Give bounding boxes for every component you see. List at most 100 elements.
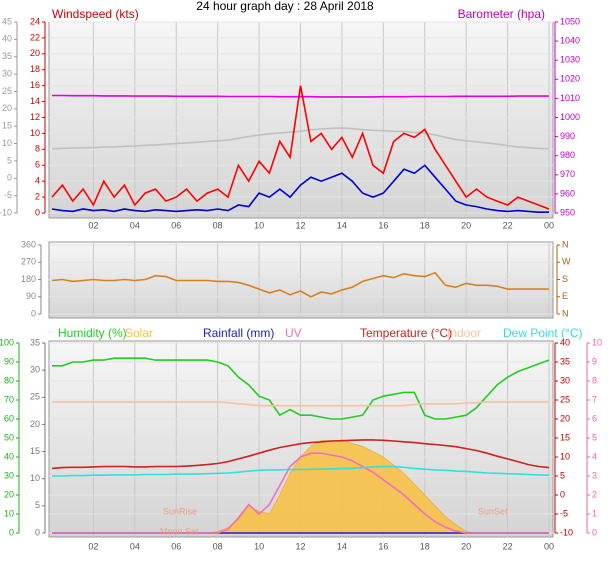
y-tick-label: E [562, 291, 568, 301]
annotation: SunSet [478, 506, 508, 516]
line [51, 127, 550, 150]
x-tick-label: 02 [88, 541, 98, 551]
y-tick-label: 1 [592, 508, 597, 518]
x-tick-label: 20 [461, 220, 471, 230]
y-tick-label: 15 [560, 432, 570, 442]
line [51, 164, 549, 213]
y-tick-label: 40 [2, 34, 12, 44]
y-tick-label: 0 [560, 489, 565, 499]
x-tick-label: 06 [171, 220, 181, 230]
y-tick-label: 6 [35, 160, 40, 170]
x-tick-label: 04 [130, 541, 140, 551]
y-tick-label: 0 [9, 527, 14, 537]
y-tick-label: 1050 [560, 16, 580, 26]
y-tick-label: 25 [560, 394, 570, 404]
y-tick-label: 45 [2, 16, 12, 26]
y-tick-label: 5 [35, 500, 40, 510]
y-tick-label: S [562, 274, 568, 284]
y-tick-label: 25 [2, 86, 12, 96]
y-tick-label: 270 [21, 257, 36, 267]
y-tick-label: 1030 [560, 55, 580, 65]
y-tick-label: 980 [560, 150, 575, 160]
line [52, 452, 549, 534]
y-tick-label: 30 [560, 375, 570, 385]
y-tick-label: 0 [7, 173, 12, 183]
y-tick-label: 18 [30, 64, 40, 74]
y-tick-label: 35 [560, 356, 570, 366]
legend-label: Rainfall (mm) [203, 326, 274, 340]
line [52, 357, 550, 420]
x-tick-label: 14 [337, 220, 347, 230]
y-tick-label: 10 [30, 128, 40, 138]
legend-label: Solar [125, 326, 153, 340]
x-tick-label: 10 [254, 220, 264, 230]
y-tick-label: 0 [35, 207, 40, 217]
legend-label: Dew Point (°C) [503, 326, 582, 340]
y-tick-label: 35 [2, 51, 12, 61]
y-tick-label: 10 [4, 508, 14, 518]
y-tick-label: 20 [2, 103, 12, 113]
line [51, 271, 549, 298]
y-tick-label: 1000 [560, 112, 580, 122]
y-tick-label: 60 [4, 413, 14, 423]
y-tick-label: 960 [560, 188, 575, 198]
y-tick-label: 40 [560, 337, 570, 347]
y-tick-label: 10 [592, 337, 602, 347]
x-tick-label: 18 [420, 541, 430, 551]
y-tick-label: 0 [35, 527, 40, 537]
x-tick-label: 18 [420, 220, 430, 230]
y-tick-label: -10 [0, 207, 12, 217]
y-tick-label: 30 [2, 68, 12, 78]
y-tick-label: 1010 [560, 93, 580, 103]
y-tick-label: 20 [4, 489, 14, 499]
x-tick-label: 00 [544, 220, 554, 230]
y-tick-label: 90 [26, 291, 36, 301]
x-tick-label: 20 [461, 541, 471, 551]
y-tick-label: 5 [7, 155, 12, 165]
line [51, 85, 550, 210]
line [52, 401, 549, 407]
y-tick-label: 360 [21, 239, 36, 249]
y-tick-label: -10 [560, 527, 573, 537]
y-tick-label: 4 [35, 176, 40, 186]
chart-title: 24 hour graph day : 28 April 2018 [196, 0, 374, 13]
y-tick-label: 970 [560, 169, 575, 179]
y-tick-label: 70 [4, 394, 14, 404]
legend-label: Humidity (%) [58, 326, 127, 340]
y-tick-label: 14 [30, 96, 40, 106]
y-tick-label: 0 [31, 308, 36, 318]
y-tick-label: 8 [35, 144, 40, 154]
y-tick-label: 5 [592, 432, 597, 442]
x-tick-label: 10 [254, 541, 264, 551]
y-tick-label: 8 [592, 375, 597, 385]
legend-label: UV [285, 326, 302, 340]
y-tick-label: W [562, 257, 571, 267]
y-tick-label: 1020 [560, 74, 580, 84]
y-tick-label: 40 [4, 451, 14, 461]
y-tick-label: 15 [30, 446, 40, 456]
y-tick-label: 30 [4, 470, 14, 480]
y-tick-label: 22 [30, 32, 40, 42]
y-tick-label: 80 [4, 375, 14, 385]
line [52, 465, 550, 477]
y-tick-label: -5 [4, 190, 12, 200]
x-tick-label: 22 [503, 220, 513, 230]
y-tick-label: 3 [592, 470, 597, 480]
y-tick-label: 4 [592, 451, 597, 461]
y-tick-label: 12 [30, 112, 40, 122]
y-tick-label: N [562, 239, 569, 249]
x-tick-label: 12 [295, 541, 305, 551]
y-tick-label: 24 [30, 16, 40, 26]
y-tick-label: 10 [2, 138, 12, 148]
y-tick-label: 25 [30, 392, 40, 402]
y-tick-label: 1040 [560, 35, 580, 45]
y-tick-label: 20 [560, 413, 570, 423]
x-tick-label: 14 [337, 541, 347, 551]
y-tick-label: 950 [560, 207, 575, 217]
x-tick-label: 00 [544, 541, 554, 551]
y-tick-label: 35 [30, 337, 40, 347]
legend-label: Indoor [447, 326, 481, 340]
y-tick-label: 0 [592, 527, 597, 537]
